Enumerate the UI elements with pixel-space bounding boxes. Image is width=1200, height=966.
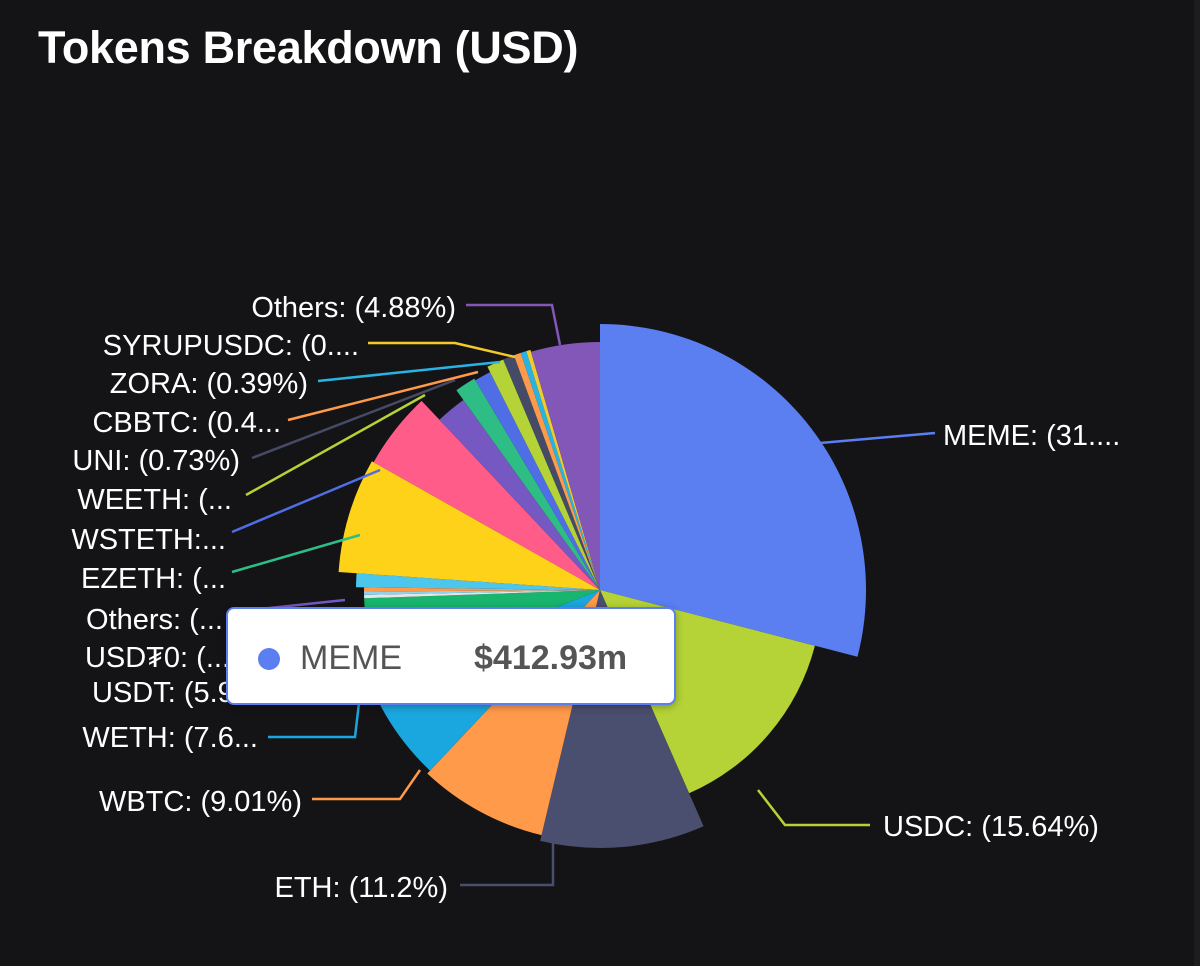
leader-line bbox=[466, 303, 562, 346]
leader-line bbox=[287, 370, 479, 422]
slice-label-usd-0: USD₮0: (... bbox=[85, 642, 230, 674]
slice-label-others: Others: (... bbox=[86, 604, 223, 636]
slice-label-cbbtc: CBBTC: (0.4... bbox=[92, 407, 281, 439]
leader-line bbox=[231, 468, 381, 534]
leader-line bbox=[268, 693, 362, 739]
pie-slice-unlabeled[interactable] bbox=[513, 352, 600, 590]
leader-line bbox=[368, 341, 516, 359]
slice-label-wsteth: WSTETH:... bbox=[71, 524, 226, 556]
tooltip-color-dot bbox=[258, 648, 280, 670]
pie-slice-others[interactable] bbox=[364, 590, 600, 595]
pie-slice-ezeth[interactable] bbox=[363, 587, 600, 592]
panel-edge bbox=[1194, 0, 1200, 966]
pie-slice-unlabeled[interactable] bbox=[526, 349, 600, 590]
tooltip-series-value: $412.93m bbox=[474, 639, 628, 677]
leader-line bbox=[231, 533, 361, 574]
pie-slice-unlabeled[interactable] bbox=[373, 400, 600, 590]
chart-title: Tokens Breakdown (USD) bbox=[38, 22, 579, 73]
pie-slice-syrupusdc[interactable] bbox=[503, 355, 600, 590]
leader-line bbox=[312, 769, 422, 801]
pie-slice-wsteth[interactable] bbox=[356, 573, 600, 590]
slice-label-meme: MEME: (31.... bbox=[943, 420, 1120, 452]
slice-label-zora: ZORA: (0.39%) bbox=[110, 368, 308, 400]
leader-line bbox=[819, 431, 936, 445]
slice-label-eth: ETH: (11.2%) bbox=[274, 872, 448, 904]
slice-label-usdc: USDC: (15.64%) bbox=[883, 811, 1099, 843]
tooltip: MEME $412.93m bbox=[226, 607, 676, 705]
pie-slice-unlabeled[interactable] bbox=[338, 461, 600, 590]
slice-label-uni: UNI: (0.73%) bbox=[72, 445, 240, 477]
slice-label-others: Others: (4.88%) bbox=[251, 292, 456, 324]
leader-line bbox=[245, 393, 426, 497]
pie-slice-meme[interactable] bbox=[600, 324, 866, 657]
pie-slice-cbbtc[interactable] bbox=[475, 372, 600, 590]
leader-line bbox=[317, 360, 501, 383]
leader-line bbox=[251, 378, 456, 460]
pie-slice-weeth[interactable] bbox=[439, 400, 600, 590]
slice-label-syrupusdc: SYRUPUSDC: (0.... bbox=[103, 330, 359, 362]
tooltip-series-name: MEME bbox=[300, 639, 402, 677]
leader-line bbox=[757, 789, 870, 827]
slice-label-wbtc: WBTC: (9.01%) bbox=[99, 786, 302, 818]
slice-label-weeth: WEETH: (... bbox=[77, 484, 232, 516]
slice-label-weth: WETH: (7.6... bbox=[82, 722, 258, 754]
leader-line bbox=[460, 832, 555, 887]
pie-slice-zora[interactable] bbox=[487, 359, 600, 591]
pie-slice-others[interactable] bbox=[531, 342, 600, 590]
pie-slice-uni[interactable] bbox=[456, 378, 600, 590]
slice-label-ezeth: EZETH: (... bbox=[81, 563, 226, 595]
pie-slice-usd-0[interactable] bbox=[364, 590, 600, 599]
pie-slice-unlabeled[interactable] bbox=[520, 351, 600, 590]
pie-slice-eth[interactable] bbox=[540, 590, 704, 848]
